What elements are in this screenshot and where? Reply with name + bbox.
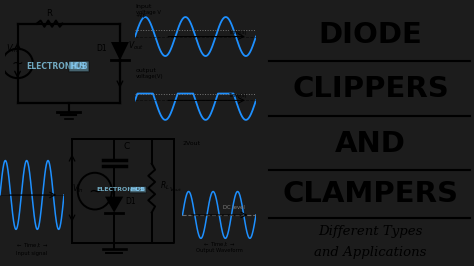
Text: Time(s): Time(s) <box>228 30 246 35</box>
Text: $V_{in}$: $V_{in}$ <box>72 182 83 195</box>
Text: CLIPPERS: CLIPPERS <box>292 75 449 103</box>
Text: ~: ~ <box>88 182 102 200</box>
Text: $V_{out}$: $V_{out}$ <box>128 39 144 52</box>
Text: voltage V: voltage V <box>136 10 161 15</box>
Text: Time(s): Time(s) <box>228 93 246 98</box>
Text: D1: D1 <box>97 44 107 53</box>
Text: +Vp: +Vp <box>136 13 146 18</box>
Text: DIODE: DIODE <box>319 20 422 49</box>
Text: R: R <box>46 9 53 18</box>
Text: AND: AND <box>335 130 406 158</box>
Text: Input signal: Input signal <box>17 251 47 256</box>
Polygon shape <box>111 42 129 60</box>
Text: $V_{out}$: $V_{out}$ <box>169 185 182 194</box>
Text: Output Waveform: Output Waveform <box>196 248 243 253</box>
Text: Different Types: Different Types <box>318 225 423 238</box>
Text: and Applications: and Applications <box>314 246 427 259</box>
Text: CLAMPERS: CLAMPERS <box>283 180 458 208</box>
Text: $R_L$: $R_L$ <box>160 179 170 192</box>
Text: $\leftarrow$ Time,t $\rightarrow$: $\leftarrow$ Time,t $\rightarrow$ <box>202 240 236 248</box>
Text: DC level: DC level <box>223 205 245 210</box>
Text: voltage(V): voltage(V) <box>136 74 163 79</box>
Text: C: C <box>123 142 129 151</box>
Text: 2Vout: 2Vout <box>183 141 201 146</box>
Text: ELECTRONICS: ELECTRONICS <box>97 187 145 192</box>
Text: Input: Input <box>136 4 152 9</box>
Polygon shape <box>105 197 123 213</box>
Text: ~: ~ <box>12 56 23 70</box>
Text: $V_{in}$: $V_{in}$ <box>6 43 18 55</box>
Text: HUB: HUB <box>70 62 88 71</box>
Text: $\leftarrow$ Time,t $\rightarrow$: $\leftarrow$ Time,t $\rightarrow$ <box>15 241 49 249</box>
Text: output: output <box>136 68 156 73</box>
Text: ELECTRONICS: ELECTRONICS <box>27 62 86 71</box>
Text: HUB: HUB <box>130 187 146 192</box>
Text: D1: D1 <box>126 197 136 206</box>
